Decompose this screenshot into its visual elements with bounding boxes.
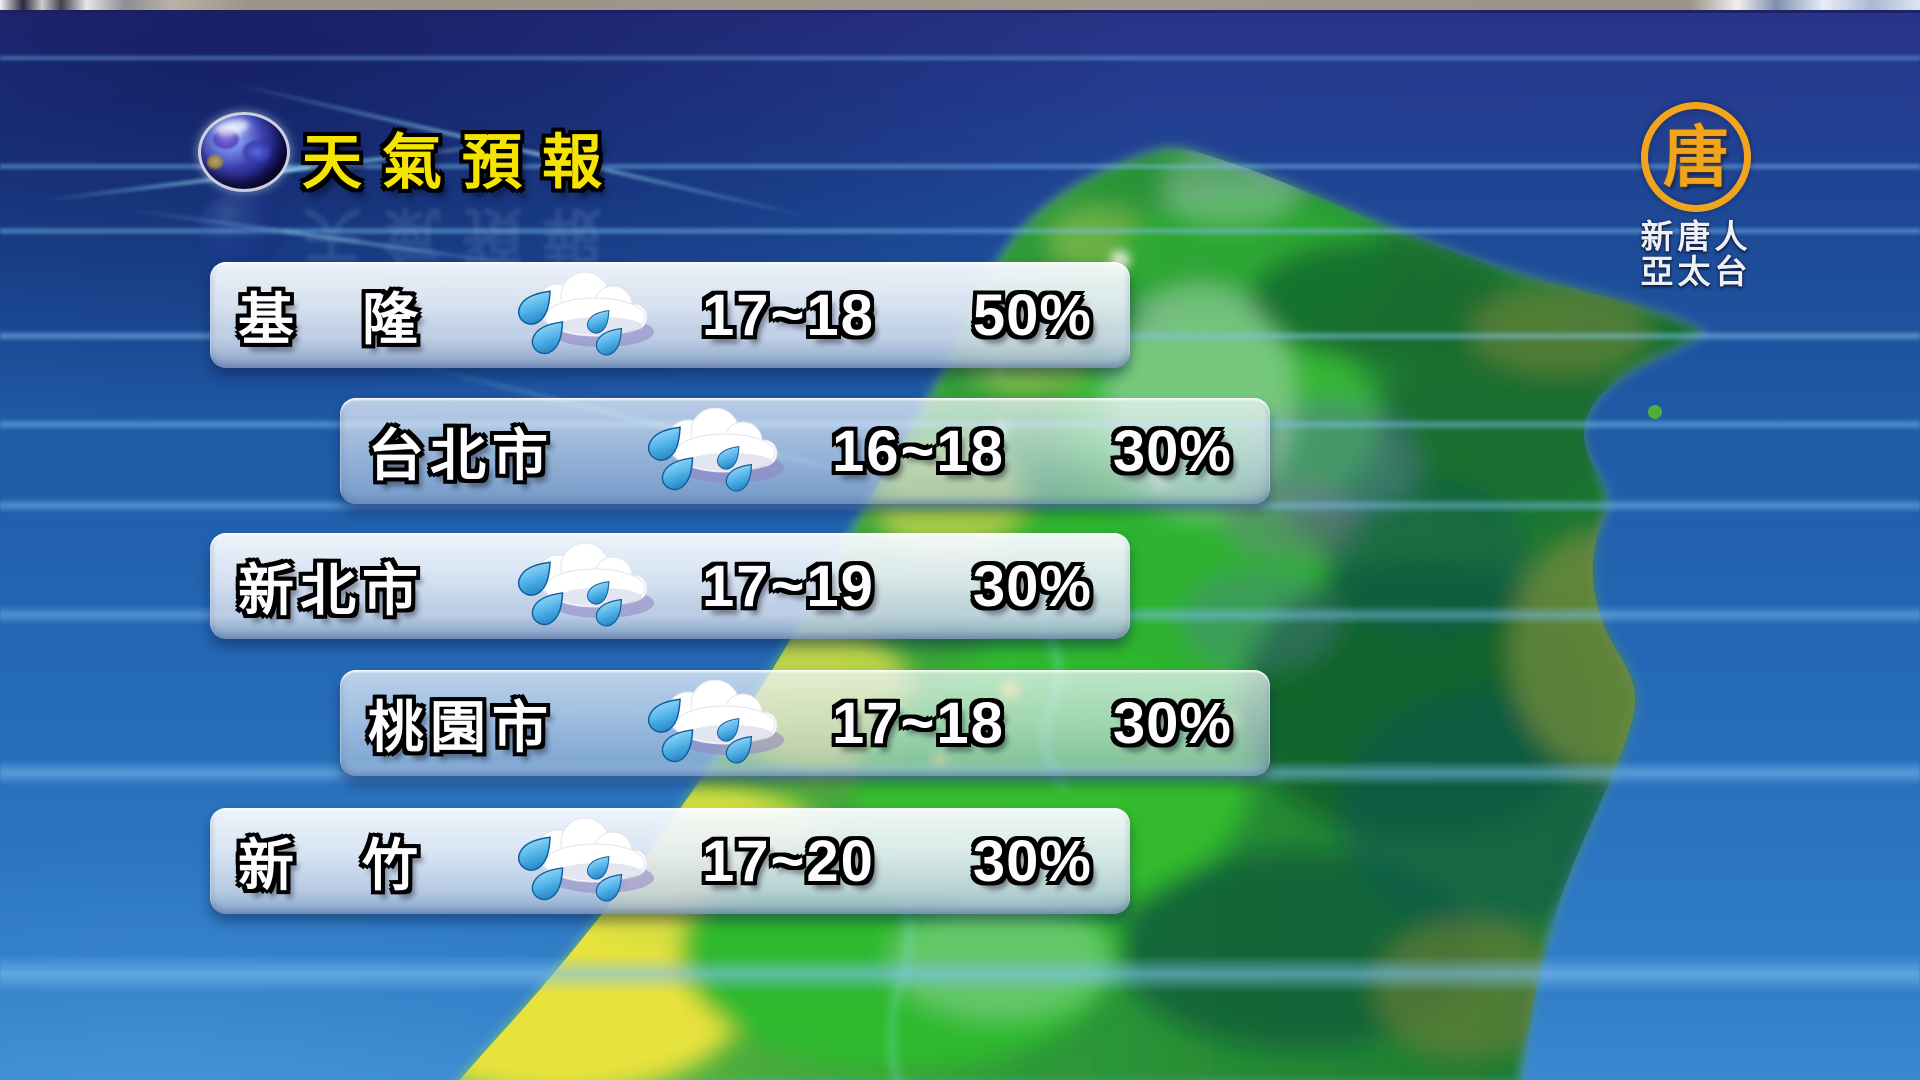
precipitation-chance: 50% (972, 282, 1092, 348)
forecast-row: 新 竹 (210, 808, 1130, 914)
page-title: 天氣預報 (302, 129, 622, 196)
sea-stripe (0, 955, 1920, 993)
globe-reflection (198, 192, 284, 266)
rain-cloud-icon (510, 542, 660, 631)
city-name: 台北市 (368, 423, 554, 487)
city-name: 桃園市 (368, 695, 554, 759)
temperature-range: 17~18 (832, 690, 1005, 756)
city-name: 新 竹 (238, 833, 424, 897)
rain-cloud-icon (510, 271, 660, 360)
rain-cloud-icon (640, 679, 790, 768)
ntd-logo-icon: 唐 (1641, 102, 1751, 212)
globe-icon (198, 112, 290, 192)
city-name: 新北市 (238, 558, 424, 622)
forecast-row: 台北市 (340, 398, 1270, 504)
video-noise-strip-edge (0, 10, 1920, 13)
ntd-logo-line1: 新唐人 (1640, 218, 1752, 255)
forecast-row: 桃園市 (340, 670, 1270, 776)
forecast-row: 基 隆 (210, 262, 1130, 368)
sea-stripe (0, 226, 1920, 236)
city-name: 基 隆 (238, 287, 424, 351)
ntd-logo: 唐 新唐人 亞太台 (1628, 102, 1764, 288)
temperature-range: 17~20 (702, 828, 875, 894)
forecast-row: 新北市 (210, 533, 1130, 639)
precipitation-chance: 30% (1112, 418, 1232, 484)
precipitation-chance: 30% (1112, 690, 1232, 756)
video-noise-strip (0, 0, 1920, 10)
precipitation-chance: 30% (972, 553, 1092, 619)
rain-cloud-icon (510, 817, 660, 906)
ntd-logo-symbol: 唐 (1663, 120, 1729, 194)
precipitation-chance: 30% (972, 828, 1092, 894)
sea-stripe (0, 54, 1920, 62)
temperature-range: 16~18 (832, 418, 1005, 484)
temperature-range: 17~18 (702, 282, 875, 348)
sea-stripe (0, 162, 1920, 171)
ntd-logo-line2: 亞太台 (1640, 253, 1752, 290)
temperature-range: 17~19 (702, 553, 875, 619)
rain-cloud-icon (640, 407, 790, 496)
